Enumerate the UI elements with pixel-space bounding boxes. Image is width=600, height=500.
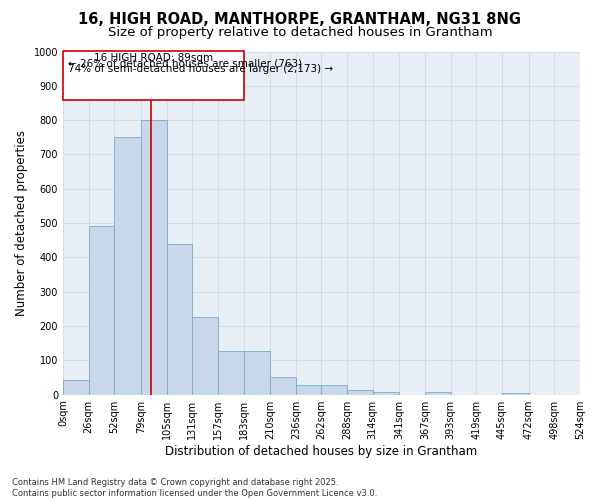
Bar — [425, 392, 451, 394]
Text: 16, HIGH ROAD, MANTHORPE, GRANTHAM, NG31 8NG: 16, HIGH ROAD, MANTHORPE, GRANTHAM, NG31… — [79, 12, 521, 28]
Text: ← 26% of detached houses are smaller (763): ← 26% of detached houses are smaller (76… — [68, 58, 302, 68]
Y-axis label: Number of detached properties: Number of detached properties — [15, 130, 28, 316]
Text: 74% of semi-detached houses are larger (2,173) →: 74% of semi-detached houses are larger (… — [68, 64, 333, 74]
Bar — [373, 392, 400, 394]
Bar — [114, 138, 141, 394]
Bar — [502, 393, 529, 394]
Bar — [192, 318, 218, 394]
Bar — [63, 380, 89, 394]
Bar — [296, 385, 322, 394]
Text: Contains HM Land Registry data © Crown copyright and database right 2025.
Contai: Contains HM Land Registry data © Crown c… — [12, 478, 377, 498]
Text: Size of property relative to detached houses in Grantham: Size of property relative to detached ho… — [107, 26, 493, 39]
Bar — [63, 52, 244, 100]
Bar — [218, 351, 244, 395]
Bar — [89, 226, 114, 394]
Bar — [270, 376, 296, 394]
Bar — [244, 351, 270, 395]
Text: 16 HIGH ROAD: 89sqm: 16 HIGH ROAD: 89sqm — [94, 52, 213, 62]
Bar — [141, 120, 167, 394]
Bar — [347, 390, 373, 394]
Bar — [167, 244, 192, 394]
X-axis label: Distribution of detached houses by size in Grantham: Distribution of detached houses by size … — [166, 444, 478, 458]
Bar — [322, 385, 347, 394]
